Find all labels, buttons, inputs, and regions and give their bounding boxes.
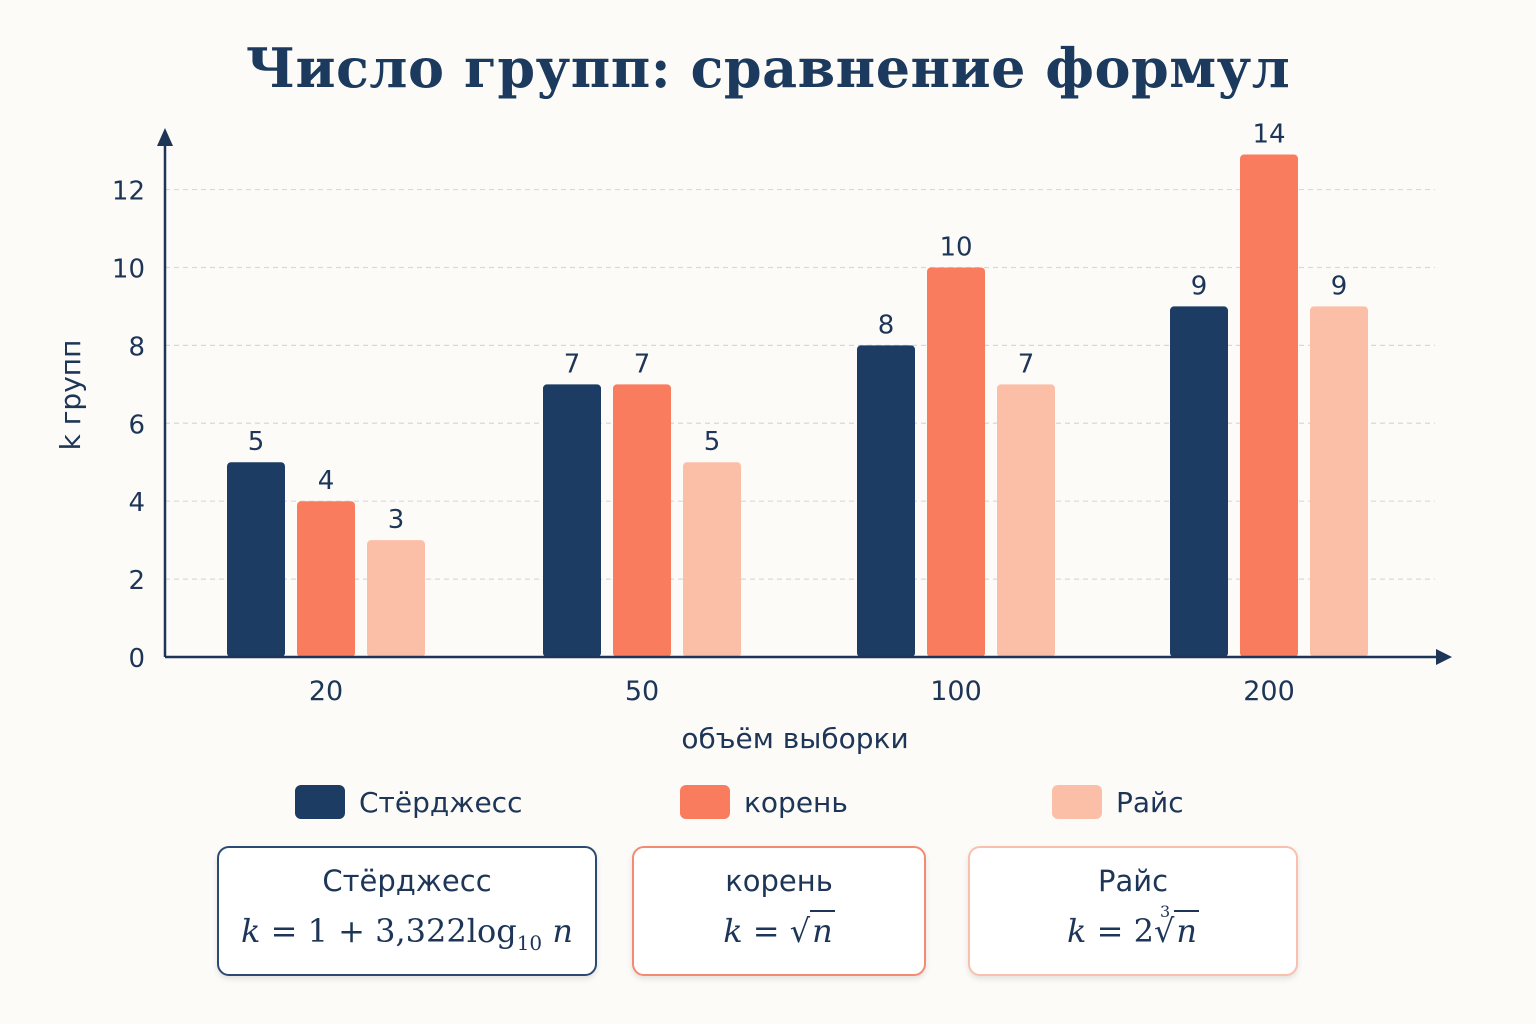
y-tick-label: 4 — [128, 488, 145, 518]
data-labels: 5 7 8 9 4 7 10 14 3 5 7 9 — [248, 120, 1348, 536]
data-label: 5 — [248, 427, 265, 457]
legend-label: Райс — [1116, 785, 1184, 819]
legend-swatch-sturges — [295, 785, 345, 819]
bar — [927, 267, 985, 657]
chart-title: Число групп: сравнение формул — [245, 36, 1291, 100]
legend-label: корень — [744, 785, 848, 819]
data-label: 9 — [1331, 271, 1348, 301]
y-axis-arrow-icon — [157, 128, 173, 146]
formula-eq: = 2 — [1096, 912, 1154, 950]
x-tick-label: 100 — [930, 676, 982, 707]
y-tick-label: 0 — [128, 644, 145, 674]
bar — [1240, 154, 1298, 657]
formula-expression: k = 1 + 3,322log10 n — [219, 912, 595, 955]
formula-card-root: корень k = √n — [632, 846, 926, 976]
data-label: 8 — [878, 310, 895, 340]
data-label: 7 — [564, 349, 581, 379]
bar — [997, 384, 1055, 657]
x-axis-arrow-icon — [1436, 649, 1452, 665]
bar — [1310, 306, 1368, 657]
data-label: 10 — [939, 232, 972, 262]
legend-item-root: корень — [680, 782, 848, 822]
data-label: 5 — [704, 427, 721, 457]
y-tick-label: 6 — [128, 410, 145, 440]
formula-lhs: k — [723, 912, 743, 950]
formula-expression: k = 2 3 √n — [970, 902, 1296, 950]
tick-labels: 0 2 4 6 8 10 12 20 50 100 200 — [112, 177, 1295, 707]
x-tick-label: 200 — [1243, 676, 1295, 707]
y-tick-label: 12 — [112, 177, 145, 207]
bar — [1170, 306, 1228, 657]
bar — [367, 540, 425, 657]
formula-var: n — [810, 910, 835, 950]
data-label: 7 — [634, 349, 651, 379]
bar — [683, 462, 741, 657]
formula-log: log — [466, 912, 517, 950]
formula-eq: = — [752, 912, 780, 950]
bars — [227, 154, 1368, 657]
formula-radical: √ — [1153, 912, 1175, 950]
formula-expression: k = √n — [634, 910, 924, 950]
data-label: 14 — [1252, 120, 1285, 150]
legend-swatch-root — [680, 785, 730, 819]
formula-radical-group: 3 √ — [1153, 902, 1175, 950]
formula-log-base: 10 — [516, 931, 543, 955]
formula-name: корень — [725, 864, 833, 898]
bar — [297, 501, 355, 657]
formula-lhs: k — [1067, 912, 1087, 950]
data-label: 4 — [318, 466, 335, 496]
bar — [227, 462, 285, 657]
data-label: 7 — [1018, 349, 1035, 379]
legend: Стёрджесс корень Райс — [0, 782, 1536, 822]
data-label: 9 — [1191, 271, 1208, 301]
formula-card-rice: Райс k = 2 3 √n — [968, 846, 1298, 976]
formula-eq: = 1 + 3,322 — [270, 912, 467, 950]
formula-var: n — [1174, 910, 1199, 950]
y-tick-label: 2 — [128, 566, 145, 596]
legend-item-rice: Райс — [1052, 782, 1184, 822]
legend-item-sturges: Стёрджесс — [295, 782, 522, 822]
formula-name: Райс — [1097, 864, 1169, 898]
x-axis-label: объём выборки — [681, 722, 908, 755]
formula-name: Стёрджесс — [322, 864, 492, 898]
bar — [857, 345, 915, 657]
x-tick-label: 20 — [309, 676, 343, 707]
bar — [613, 384, 671, 657]
legend-swatch-rice — [1052, 785, 1102, 819]
bar — [543, 384, 601, 657]
formula-root-index: 3 — [1159, 902, 1171, 921]
axes — [157, 128, 1452, 665]
y-axis-label: k групп — [54, 340, 87, 451]
data-label: 3 — [388, 505, 405, 535]
formula-card-sturges: Стёрджесс k = 1 + 3,322log10 n — [217, 846, 597, 976]
y-tick-label: 8 — [128, 332, 145, 362]
x-tick-label: 50 — [625, 676, 659, 707]
formula-var: n — [552, 912, 573, 950]
y-tick-label: 10 — [112, 254, 145, 284]
formula-radical: √ — [789, 912, 811, 950]
formula-lhs: k — [241, 912, 261, 950]
legend-label: Стёрджесс — [359, 785, 523, 819]
